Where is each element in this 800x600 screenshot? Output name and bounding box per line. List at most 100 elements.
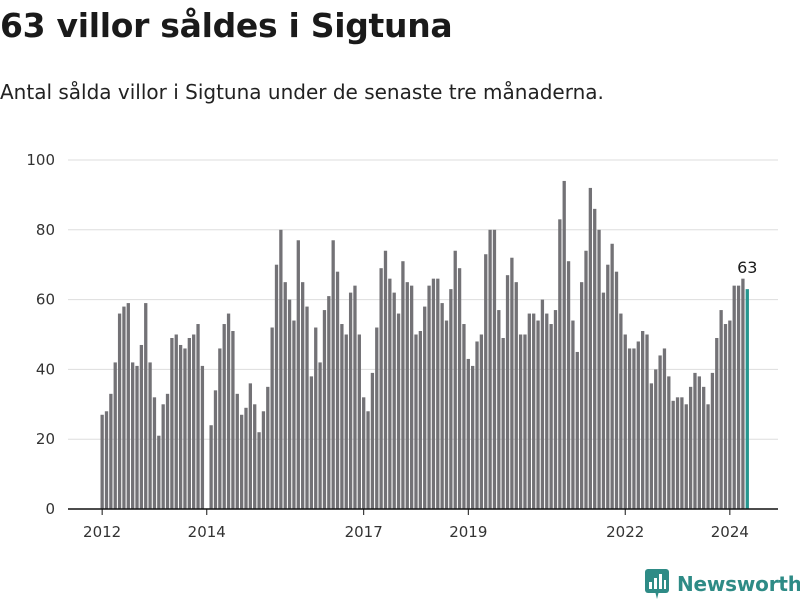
- bar: [532, 313, 536, 509]
- x-tick-label: 2014: [188, 523, 226, 541]
- bar: [579, 282, 584, 509]
- bar: [196, 324, 200, 509]
- bar: [139, 344, 144, 509]
- bar: [213, 390, 218, 509]
- bar: [109, 393, 113, 509]
- chart-subtitle: Antal sålda villor i Sigtuna under de se…: [0, 80, 604, 104]
- bar: [675, 397, 680, 509]
- bar: [575, 351, 579, 509]
- bar: [723, 324, 728, 509]
- bar: [287, 299, 292, 509]
- bar: [632, 348, 636, 509]
- bar: [375, 327, 379, 509]
- bar: [401, 261, 405, 509]
- bar: [623, 334, 627, 509]
- bar: [170, 337, 174, 509]
- bar: [183, 348, 187, 509]
- bar: [453, 250, 457, 510]
- bar: [431, 278, 436, 509]
- bar: [662, 348, 667, 509]
- bar: [462, 324, 466, 509]
- bar: [584, 250, 588, 510]
- bar: [440, 303, 444, 509]
- bar: [305, 306, 309, 509]
- bar: [152, 397, 157, 509]
- bar: [362, 397, 366, 509]
- bar: [396, 313, 401, 509]
- bar: [327, 296, 331, 509]
- bar: [178, 344, 183, 509]
- bar: [388, 278, 392, 509]
- bar: [348, 292, 353, 509]
- bar: [732, 285, 736, 509]
- bar: [344, 334, 348, 509]
- bar: [418, 331, 423, 509]
- bar: [710, 372, 715, 509]
- bar: [322, 310, 327, 509]
- bar: [497, 310, 501, 509]
- bar: [144, 303, 148, 509]
- bar: [736, 285, 741, 509]
- bar: [671, 400, 675, 509]
- bar: [566, 261, 571, 509]
- bar: [549, 324, 553, 509]
- chart-title: 63 villor såldes i Sigtuna: [0, 6, 453, 45]
- bar: [340, 324, 344, 509]
- bar: [161, 404, 165, 509]
- bar: [654, 369, 658, 509]
- bar: [688, 386, 693, 509]
- y-tick-label: 100: [26, 151, 55, 169]
- bar: [279, 229, 283, 510]
- bar: [527, 313, 531, 509]
- newsworthy-brand[interactable]: Newsworthy: [645, 568, 800, 600]
- bar: [209, 425, 213, 509]
- bar: [636, 341, 640, 509]
- bar: [257, 432, 261, 509]
- bar: [235, 393, 239, 509]
- bar: [366, 411, 370, 509]
- bar: [239, 414, 244, 509]
- bar: [135, 365, 139, 509]
- bar: [667, 376, 671, 509]
- y-tick-label: 80: [36, 221, 55, 239]
- bar: [601, 292, 606, 509]
- bar: [104, 411, 109, 509]
- bar: [379, 268, 383, 509]
- bar: [222, 324, 226, 509]
- bar: [593, 208, 597, 510]
- bar: [641, 331, 645, 509]
- bar: [192, 334, 196, 509]
- bar: [157, 435, 161, 509]
- bar: [449, 289, 453, 509]
- bar: [405, 282, 409, 509]
- bar: [423, 306, 427, 509]
- bar: [174, 334, 178, 509]
- bar: [253, 404, 257, 509]
- y-tick-label: 60: [36, 291, 55, 309]
- bar: [414, 334, 418, 509]
- bar: [588, 187, 593, 510]
- bar: [383, 250, 388, 510]
- bar: [357, 334, 361, 509]
- bar: [597, 229, 601, 510]
- bar: [436, 278, 440, 509]
- bar: [309, 376, 314, 509]
- bar: [488, 229, 492, 510]
- bar: [427, 285, 431, 509]
- bar: [200, 365, 205, 509]
- bar: [510, 257, 514, 509]
- x-tick-label: 2019: [449, 523, 487, 541]
- bar: [728, 320, 732, 509]
- bar: [266, 386, 270, 509]
- bar: [353, 285, 357, 509]
- bar-latest: [745, 289, 749, 509]
- bar: [126, 303, 130, 509]
- newsworthy-wordmark: Newsworthy: [677, 572, 800, 596]
- bar: [658, 355, 662, 509]
- bar: [148, 362, 152, 509]
- bar: [466, 358, 470, 509]
- bar: [318, 362, 322, 509]
- bar: [270, 327, 274, 509]
- bar: [457, 268, 462, 509]
- bar: [131, 362, 135, 509]
